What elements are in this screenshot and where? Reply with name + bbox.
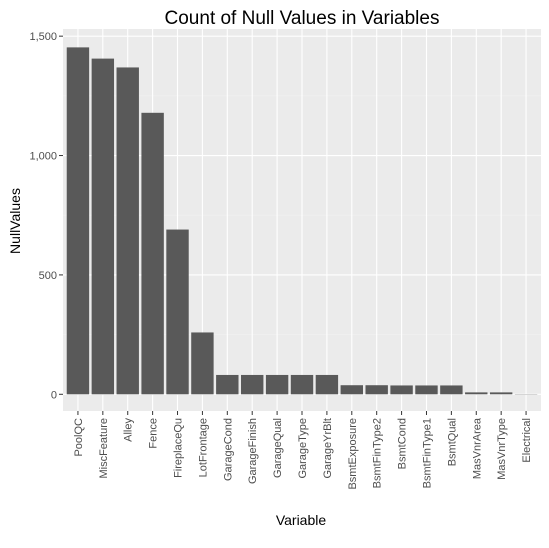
x-tick-label: GarageFinish <box>247 418 259 484</box>
bar-bsmtcond <box>390 385 413 395</box>
bar-bsmtexposure <box>340 385 363 395</box>
bar-poolqc <box>66 47 90 395</box>
x-tick-label: BsmtCond <box>397 418 409 469</box>
x-tick-label: Alley <box>123 418 135 442</box>
x-tick-label: GarageCond <box>222 418 234 481</box>
bar-alley <box>116 67 139 395</box>
bar-garagequal <box>265 374 289 395</box>
bar-miscfeature <box>91 58 115 395</box>
bars <box>66 47 538 395</box>
x-tick-label: MasVnrType <box>496 418 508 480</box>
y-axis-title: NullValues <box>7 188 23 254</box>
x-tick-label: BsmtExposure <box>347 418 359 490</box>
x-axis: PoolQC MiscFeature Alley Fence FireplaceQu Lo… <box>73 411 533 490</box>
bar-masvnrtype <box>489 392 513 395</box>
x-tick-label: BsmtQual <box>446 418 458 466</box>
x-tick-label: PoolQC <box>73 418 85 457</box>
x-axis-title: Variable <box>276 512 327 528</box>
chart-title: Count of Null Values in Variables <box>165 8 440 29</box>
bar-garagetype <box>290 374 314 395</box>
y-tick-label: 1,000 <box>29 151 57 163</box>
x-tick-label: Electrical <box>521 418 533 463</box>
bar-lotfrontage <box>191 332 214 395</box>
bar-garageyrblt <box>315 374 339 395</box>
bar-fireplacequ <box>166 229 189 395</box>
x-tick-label: BsmtFinType1 <box>421 418 433 488</box>
x-tick-label: MasVnrArea <box>471 417 483 479</box>
y-axis: 0 500 1,000 1,500 <box>29 31 63 401</box>
bar-garagecond <box>216 374 239 395</box>
y-tick-label: 1,500 <box>29 31 57 43</box>
bar-fence <box>141 112 164 395</box>
x-tick-label: GarageType <box>297 418 309 479</box>
x-tick-label: BsmtFinType2 <box>372 418 384 488</box>
bar-garagefinish <box>241 374 264 395</box>
x-tick-label: GarageQual <box>272 418 284 478</box>
bar-bsmtfintype2 <box>365 385 388 395</box>
bar-masvnrarea <box>465 392 488 395</box>
bar-bsmtqual <box>440 385 463 395</box>
x-tick-label: MiscFeature <box>98 418 110 479</box>
x-tick-label: FireplaceQu <box>173 418 185 478</box>
x-tick-label: LotFrontage <box>197 418 209 477</box>
x-tick-label: GarageYrBlt <box>322 418 334 479</box>
x-tick-label: Fence <box>148 418 160 449</box>
bar-bsmtfintype1 <box>415 385 438 395</box>
y-tick-label: 0 <box>51 389 57 401</box>
y-tick-label: 500 <box>39 270 57 282</box>
